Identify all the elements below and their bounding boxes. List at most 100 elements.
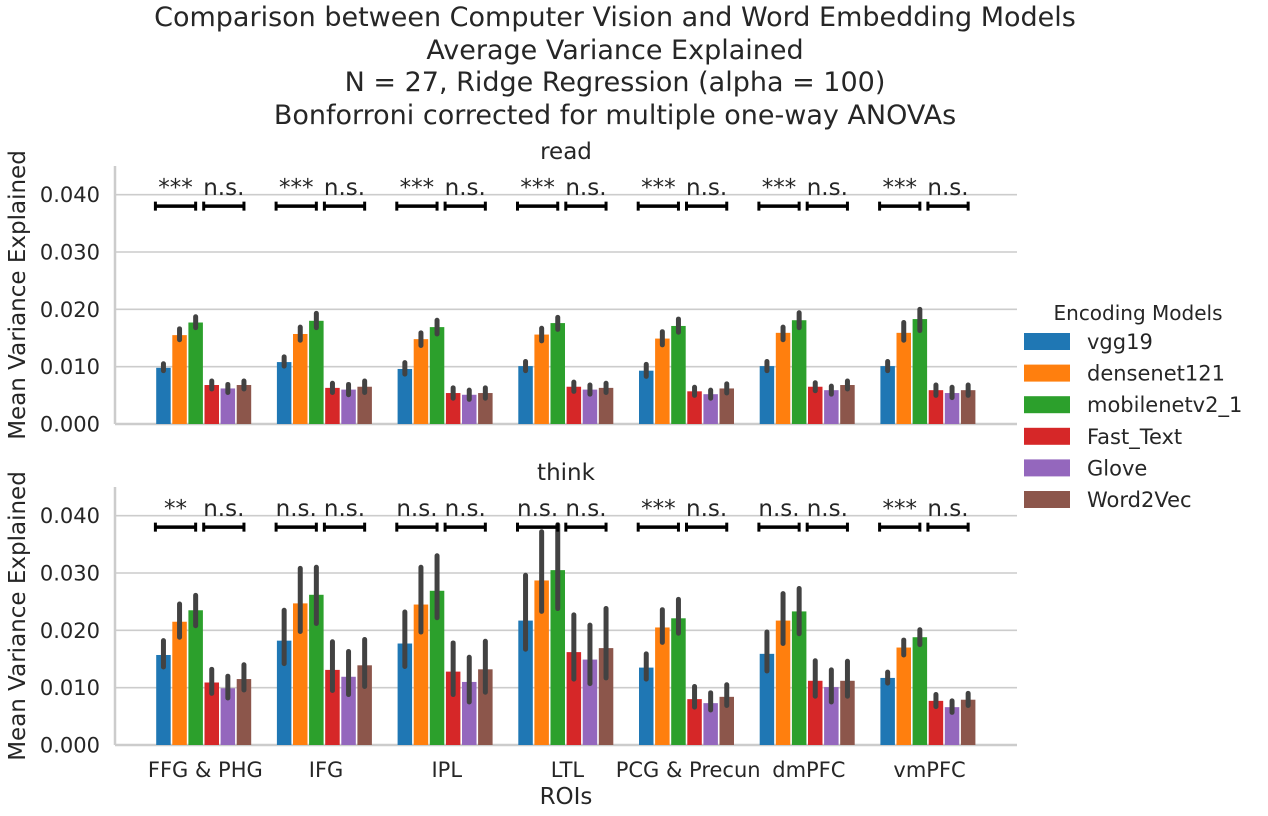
bar-read-1-0 xyxy=(276,362,292,424)
bar-think-2-5 xyxy=(478,669,493,745)
x-tick-label: FFG & PHG xyxy=(148,758,263,782)
sig-label: *** xyxy=(641,175,676,201)
bar-read-4-2 xyxy=(671,325,686,424)
bar-read-5-0 xyxy=(759,366,775,424)
bar-read-1-5 xyxy=(357,386,372,424)
legend-swatch-1 xyxy=(1024,364,1070,382)
bar-read-6-3 xyxy=(928,390,944,424)
sig-label: ** xyxy=(164,496,187,522)
y-tick-label: 0.010 xyxy=(40,355,100,379)
legend-swatch-0 xyxy=(1024,333,1070,350)
bar-think-6-1 xyxy=(896,647,911,745)
sig-label: n.s. xyxy=(565,175,606,201)
bar-read-3-2 xyxy=(550,323,565,424)
legend-label-0: vgg19 xyxy=(1087,330,1153,354)
bar-read-0-4 xyxy=(220,388,236,424)
x-tick-label: IPL xyxy=(431,758,462,782)
sig-label: *** xyxy=(762,175,797,201)
sig-label: n.s. xyxy=(517,496,558,522)
y-axis-label: Mean Variance Explained xyxy=(5,471,31,761)
y-tick-label: 0.000 xyxy=(40,413,100,437)
title-line-2: Average Variance Explained xyxy=(426,34,804,66)
figure-title: Comparison between Computer Vision and W… xyxy=(0,2,1230,132)
bar-think-5-0 xyxy=(759,653,775,745)
bar-read-2-0 xyxy=(397,368,413,424)
bar-read-6-0 xyxy=(880,366,895,424)
bar-think-0-5 xyxy=(236,679,252,745)
title-line-1: Comparison between Computer Vision and W… xyxy=(154,2,1076,33)
bar-think-6-4 xyxy=(944,707,960,745)
bar-think-2-4 xyxy=(462,681,477,745)
bar-read-3-1 xyxy=(534,334,549,424)
legend-swatch-2 xyxy=(1024,396,1070,414)
bar-read-1-2 xyxy=(309,320,324,424)
legend-label-3: Fast_Text xyxy=(1087,425,1182,450)
title-line-4: Bonforroni corrected for multiple one-wa… xyxy=(273,99,957,131)
bar-think-5-5 xyxy=(840,680,855,745)
bar-read-6-1 xyxy=(896,332,911,424)
bar-read-1-4 xyxy=(341,389,356,424)
sig-label: n.s. xyxy=(203,496,244,522)
sig-label: n.s. xyxy=(324,175,365,201)
bar-read-4-1 xyxy=(655,338,670,424)
y-tick-label: 0.040 xyxy=(40,183,100,207)
bar-read-4-3 xyxy=(687,391,702,424)
bar-read-3-0 xyxy=(518,366,533,424)
legend-label-5: Word2Vec xyxy=(1087,488,1192,512)
sig-label: n.s. xyxy=(927,496,968,522)
bar-think-2-2 xyxy=(429,590,445,745)
legend-label-2: mobilenetv2_1 xyxy=(1087,393,1242,418)
bar-read-6-2 xyxy=(912,319,928,424)
x-tick-label: LTL xyxy=(551,758,585,782)
legend-label-4: Glove xyxy=(1087,456,1147,480)
legend-swatch-3 xyxy=(1024,427,1070,445)
sig-label: n.s. xyxy=(396,496,437,522)
bar-think-1-5 xyxy=(357,665,372,745)
bar-read-4-0 xyxy=(639,370,654,424)
bar-think-6-0 xyxy=(880,677,895,745)
bar-think-3-2 xyxy=(550,570,565,745)
bar-think-1-3 xyxy=(325,669,340,745)
bar-think-5-4 xyxy=(824,687,839,745)
bar-read-2-4 xyxy=(462,394,477,424)
bar-read-3-5 xyxy=(598,387,614,424)
sig-label: n.s. xyxy=(686,175,727,201)
bar-think-0-0 xyxy=(156,654,171,745)
sig-label: *** xyxy=(520,175,555,201)
sig-label: *** xyxy=(400,175,435,201)
bar-read-1-3 xyxy=(325,387,340,424)
bar-think-6-5 xyxy=(960,699,976,745)
y-tick-label: 0.030 xyxy=(40,562,100,586)
bar-read-5-2 xyxy=(791,320,807,424)
legend-label-1: densenet121 xyxy=(1087,362,1225,386)
bar-read-5-3 xyxy=(808,386,823,424)
y-tick-label: 0.030 xyxy=(40,241,100,265)
bar-think-1-2 xyxy=(309,594,324,745)
sig-label: n.s. xyxy=(758,496,799,522)
bar-read-2-5 xyxy=(478,393,493,424)
sig-label: n.s. xyxy=(276,496,317,522)
x-tick-label: dmPFC xyxy=(772,758,845,782)
y-tick-label: 0.000 xyxy=(40,734,100,758)
panel-title-think: think xyxy=(537,460,596,486)
sig-label: *** xyxy=(882,496,917,522)
bar-think-3-3 xyxy=(566,652,582,745)
bar-read-0-1 xyxy=(172,335,187,424)
bar-think-2-0 xyxy=(397,643,413,745)
bar-think-0-1 xyxy=(172,621,187,745)
bar-think-2-1 xyxy=(413,604,429,745)
bar-think-5-2 xyxy=(791,611,807,745)
bar-read-3-3 xyxy=(566,386,582,424)
y-tick-label: 0.020 xyxy=(40,298,100,322)
sig-label: *** xyxy=(882,175,917,201)
sig-label: n.s. xyxy=(807,496,848,522)
sig-label: n.s. xyxy=(686,496,727,522)
sig-label: *** xyxy=(641,496,676,522)
sig-label: n.s. xyxy=(203,175,244,201)
x-tick-label: vmPFC xyxy=(893,758,965,782)
y-tick-label: 0.040 xyxy=(40,504,100,528)
bar-read-5-4 xyxy=(824,390,839,424)
bar-think-3-0 xyxy=(518,620,533,745)
bar-read-3-4 xyxy=(582,389,598,424)
